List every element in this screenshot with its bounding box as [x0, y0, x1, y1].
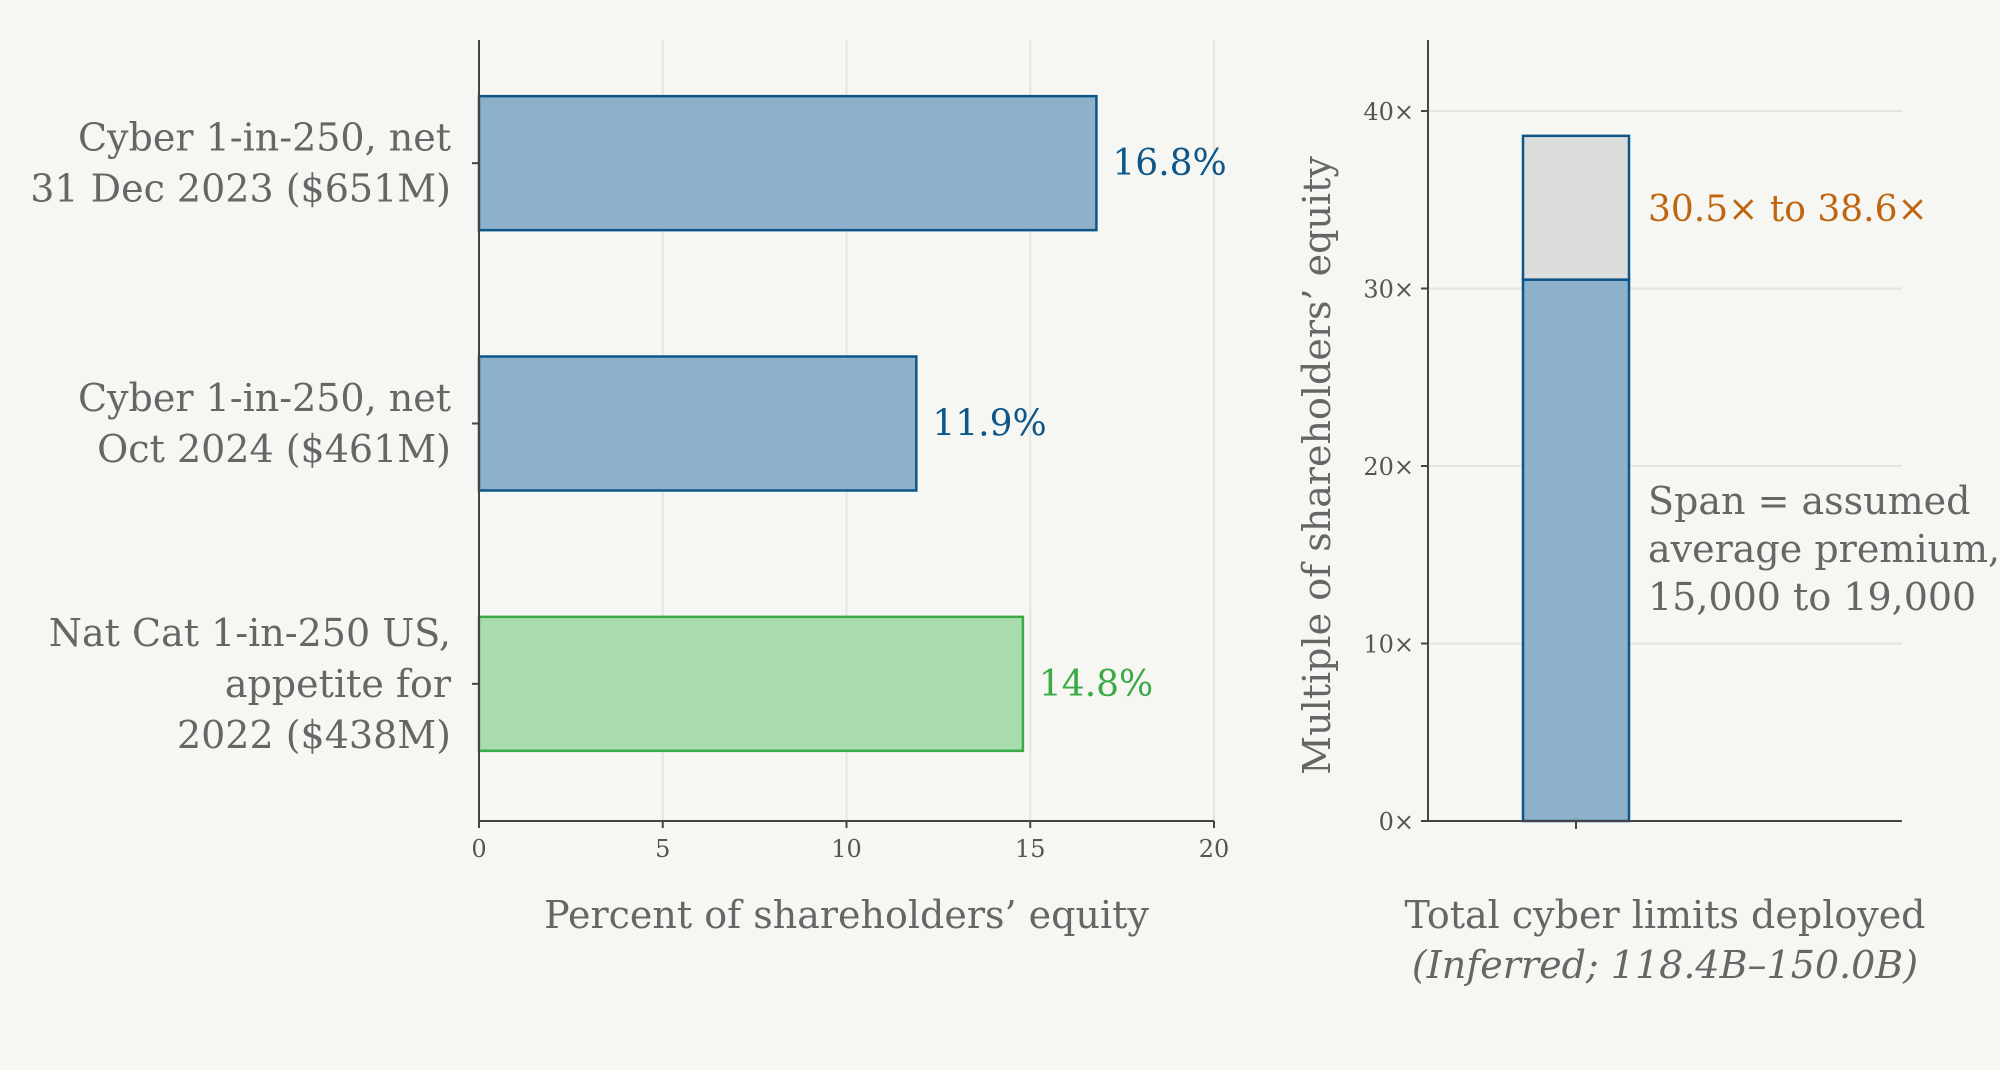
span-note: Span = assumed average premium, 15,000 to …: [1648, 479, 2000, 619]
category-label-line: Cyber 1-in-250, net: [78, 116, 451, 160]
bar: [477, 355, 918, 492]
bar-value-label: 14.8%: [1039, 664, 1153, 705]
y-tick-label: 10×: [1363, 631, 1414, 659]
x-axis-subtitle: (Inferred; 118.4B–150.0B): [1412, 943, 1918, 987]
x-tick-label: 10: [831, 835, 862, 863]
category-label: Nat Cat 1-in-250 US, appetite for 2022 ($4…: [49, 611, 452, 757]
cyber-limits-multiple-chart: 0× 10× 20× 30× 40× Multiple of shareholders’ …: [1295, 40, 2000, 987]
span-note-line: 15,000 to 19,000: [1648, 575, 1976, 619]
range-label: 30.5× to 38.6×: [1648, 189, 1928, 230]
equity-percent-bar-chart: 16.8% Cyber 1-in-250, net 31 Dec 2023 ($65…: [30, 40, 1229, 937]
bar: [477, 94, 1098, 232]
x-axis-title: Total cyber limits deployed: [1404, 893, 1925, 937]
bar-segment-low: [1521, 278, 1631, 823]
span-note-line: average premium,: [1648, 527, 2000, 571]
category-label-line: appetite for: [225, 662, 452, 706]
y-tick-label: 20×: [1363, 453, 1414, 481]
bar-value-label: 16.8%: [1112, 143, 1226, 184]
category-label-line: Oct 2024 ($461M): [97, 427, 451, 471]
x-tick-label: 0: [471, 835, 486, 863]
x-tick-label: 15: [1015, 835, 1046, 863]
span-note-line: Span = assumed: [1648, 479, 1970, 523]
category-label-line: 31 Dec 2023 ($651M): [30, 167, 451, 211]
category-label: Cyber 1-in-250, net Oct 2024 ($461M): [78, 376, 451, 471]
x-tick-label: 20: [1199, 835, 1230, 863]
x-tick-label: 5: [655, 835, 670, 863]
x-axis-title: Percent of shareholders’ equity: [544, 893, 1149, 937]
y-tick-label: 40×: [1363, 98, 1414, 126]
y-tick-label: 0×: [1379, 808, 1414, 836]
category-label: Cyber 1-in-250, net 31 Dec 2023 ($651M): [30, 116, 451, 211]
category-label-line: Nat Cat 1-in-250 US,: [49, 611, 451, 655]
y-tick-label: 30×: [1363, 276, 1414, 304]
bar-value-label: 11.9%: [932, 404, 1046, 445]
category-label-line: Cyber 1-in-250, net: [78, 376, 451, 420]
bar-segment-range: [1521, 134, 1631, 281]
bar: [477, 615, 1025, 753]
y-axis-title: Multiple of shareholders’ equity: [1295, 156, 1339, 775]
category-label-line: 2022 ($438M): [177, 713, 451, 757]
